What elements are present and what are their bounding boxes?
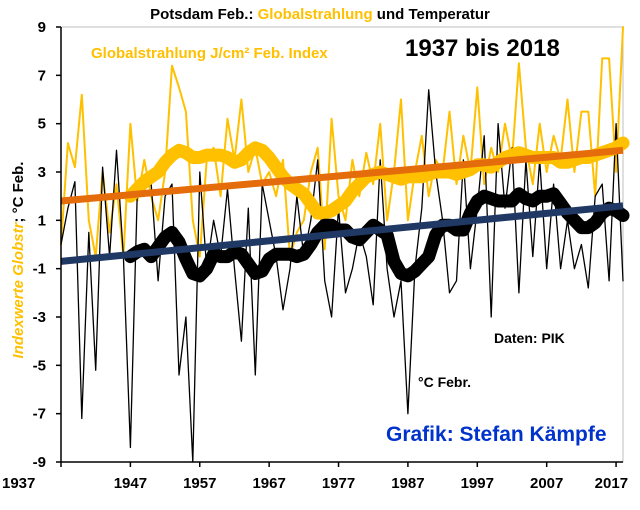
x-tick-label: 2017: [595, 475, 628, 492]
radiation-series-label: Globalstrahlung J/cm² Feb. Index: [91, 45, 328, 62]
x-tick-label: 1977: [322, 475, 355, 492]
y-axis-label: Indexwerte Globstr; °C Feb.: [10, 162, 27, 359]
x-tick-label: 1937: [2, 475, 35, 492]
y-tick-label: 3: [38, 164, 46, 181]
y-tick-label: -9: [33, 454, 46, 471]
temperature-series-label: °C Febr.: [418, 374, 471, 390]
y-tick-label: 9: [38, 19, 46, 36]
source-label: Daten: PIK: [494, 330, 565, 346]
axes-layer: [60, 27, 623, 463]
tick-labels-layer: -9 -7 -5 -3 -1 1 3 5 7 9 1937 1947 1957 1967 1977 1987 1…: [2, 19, 628, 492]
y-tick-label: -1: [33, 261, 46, 278]
data-lines-layer: [60, 26, 630, 463]
x-tick-label: 1997: [461, 475, 494, 492]
y-tick-label: -3: [33, 309, 46, 326]
y-tick-label: 7: [38, 67, 46, 84]
chart-title: Potsdam Feb.: Globalstrahlung und Temper…: [150, 6, 490, 23]
y-tick-label: -7: [33, 406, 46, 423]
period-label: 1937 bis 2018: [405, 35, 560, 62]
temperature-line: [60, 89, 624, 463]
y-tick-label: 5: [38, 116, 46, 133]
x-tick-label: 2007: [530, 475, 563, 492]
y-tick-label: 1: [38, 212, 46, 229]
radiation-trend-line: [60, 146, 624, 205]
temperature-trend-line: [60, 202, 624, 265]
x-tick-label: 1987: [391, 475, 424, 492]
x-tick-label: 1957: [183, 475, 216, 492]
x-tick-label: 1947: [114, 475, 147, 492]
y-tick-label: -5: [33, 357, 46, 374]
author-label: Grafik: Stefan Kämpfe: [386, 423, 607, 446]
x-tick-label: 1967: [252, 475, 285, 492]
